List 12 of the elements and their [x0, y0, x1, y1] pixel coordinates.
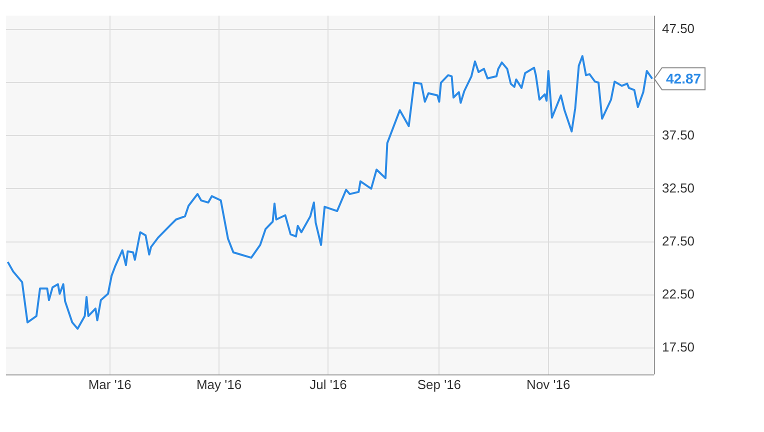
x-tick-label: May '16	[196, 376, 242, 392]
x-tick-label: Mar '16	[88, 376, 132, 392]
y-tick-label: 27.50	[662, 233, 695, 248]
x-tick-label: Jul '16	[310, 376, 347, 392]
y-tick-label: 37.50	[662, 127, 695, 142]
y-tick-label: 32.50	[662, 180, 695, 196]
x-tick-label: Sep '16	[417, 376, 462, 392]
x-tick-label: Nov '16	[526, 376, 570, 392]
y-tick-label: 17.50	[662, 339, 695, 354]
annotation: 42.87	[666, 70, 702, 87]
y-tick-label: 47.50	[662, 21, 695, 36]
y-tick-label: 22.50	[662, 286, 695, 302]
